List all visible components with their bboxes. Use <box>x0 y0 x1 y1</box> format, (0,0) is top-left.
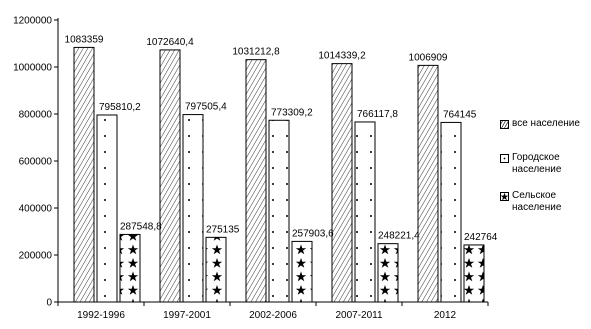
bar-all-population <box>73 46 95 303</box>
legend-label-urban: Городское население <box>512 152 562 175</box>
data-label: 1014339,2 <box>318 51 366 62</box>
y-tick-label: 400000 <box>19 204 53 215</box>
legend-swatch-rural <box>500 192 509 201</box>
data-label: 248221,4 <box>378 231 420 242</box>
data-label: 1083359 <box>65 34 104 45</box>
legend-item-rural: Сельское население <box>500 190 582 214</box>
bar-urban-population <box>96 114 118 303</box>
data-label: 797505,4 <box>185 102 227 113</box>
bar-urban-population <box>182 114 204 303</box>
data-label: 795810,2 <box>99 102 141 113</box>
bar-urban-population <box>268 119 290 303</box>
bar-rural-population <box>377 243 399 303</box>
y-tick-label: 1200000 <box>13 16 52 27</box>
data-label: 275135 <box>206 224 240 235</box>
bar-urban-population <box>354 121 376 303</box>
bar-rural-population <box>205 236 227 303</box>
bar-all-population <box>245 59 267 303</box>
data-label: 257903,6 <box>292 228 334 239</box>
y-tick-label: 1000000 <box>13 63 52 74</box>
data-label: 773309,2 <box>271 107 313 118</box>
y-tick-label: 800000 <box>19 110 53 121</box>
data-label: 242764 <box>464 232 498 243</box>
legend-label-rural: Сельское население <box>512 190 562 213</box>
data-label: 287548,8 <box>120 221 162 232</box>
data-label: 766117,8 <box>357 109 398 120</box>
data-label: 1072640,4 <box>146 37 194 48</box>
bar-all-population <box>417 64 439 303</box>
bar-rural-population <box>463 244 485 303</box>
bar-urban-population <box>440 121 462 303</box>
data-labels: 1083359 795810,2 287548,8 1072640,4 797505,4… <box>65 34 498 243</box>
x-tick-label: 2002-2006 <box>249 310 297 321</box>
bar-rural-population <box>119 233 141 303</box>
legend-swatch-graphic <box>500 154 509 163</box>
x-tick-label: 2012 <box>434 310 457 321</box>
bar-rural-population <box>291 240 313 303</box>
x-tick-label: 1997-2001 <box>163 310 211 321</box>
x-tick-label: 1992-1996 <box>77 310 125 321</box>
data-label: 1006909 <box>409 52 448 63</box>
legend-swatch-urban <box>500 154 509 163</box>
legend-label-all: все население <box>512 118 580 129</box>
y-tick-label: 0 <box>46 298 52 309</box>
legend: все население Городское население Сельск… <box>491 118 590 214</box>
data-label: 764145 <box>443 109 477 120</box>
legend-swatch-graphic <box>500 192 509 201</box>
y-tick-label: 200000 <box>19 251 53 262</box>
bars <box>73 46 485 303</box>
data-label: 1031212,8 <box>232 47 280 58</box>
legend-item-urban: Городское население <box>500 152 582 176</box>
legend-item-all: все население <box>491 118 590 130</box>
y-tick-label: 600000 <box>19 157 53 168</box>
legend-swatch-all <box>491 119 513 130</box>
x-tick-label: 2007-2011 <box>335 310 383 321</box>
legend-swatch-graphic <box>491 119 513 130</box>
bar-all-population <box>331 63 353 303</box>
bar-all-population <box>159 49 181 303</box>
